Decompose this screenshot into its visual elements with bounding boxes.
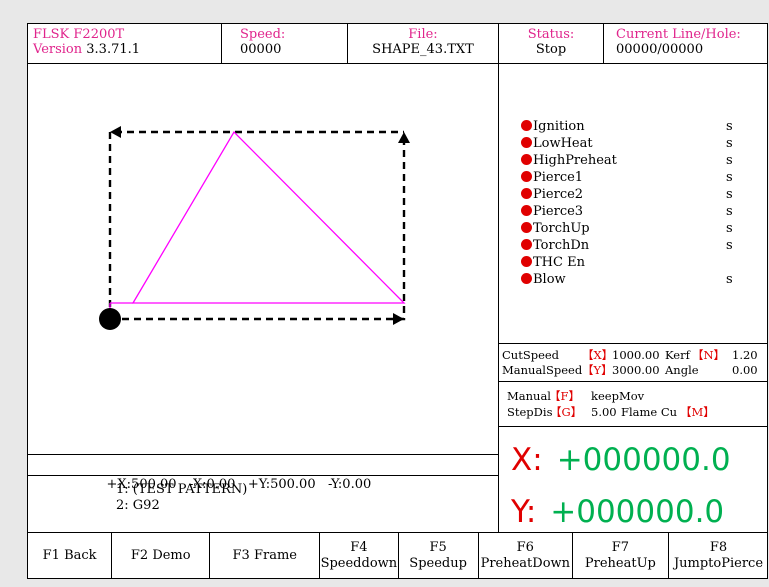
status-dot-icon [521,273,532,284]
program-line: 2: G92 [116,498,160,513]
io-item-pierce1: Pierce1 s [521,169,768,186]
cutspeed-value: 1000.00 [612,348,660,362]
status-dot-icon [521,120,532,131]
io-item-highpreheat: HighPreheat s [521,152,768,169]
io-item-thc-en: THC En [521,254,768,271]
stepdis-key: 【G】 [550,405,583,419]
manual-value: keepMov [591,389,645,403]
speed-label: Speed: [240,27,286,42]
io-item-torchup: TorchUp s [521,220,768,237]
program-line: 1: (TEST PATTERN) [116,482,248,497]
params-box: CutSpeed 【X】 1000.00 Kerf 【N】 1.20 Manua… [499,344,768,382]
toolpath-graphic [99,126,410,330]
flame-key: 【M】 [680,405,715,419]
manual-key: 【F】 [549,389,580,403]
status-dot-icon [521,188,532,199]
status-dot-icon [521,256,532,267]
flame-label: Flame Cu [621,405,678,419]
f1-back-button[interactable]: F1 Back [28,533,113,578]
model-cell: FLSK F2200T Version 3.3.71.1 [28,24,222,64]
io-panel: Ignition s LowHeat s HighPreheat s Pierce1 s… [499,64,768,344]
coordinate-display: X: +000000.0 Y: +000000.0 [499,427,768,532]
status-dot-icon [521,171,532,182]
arrow-up-marker [398,132,410,143]
status-cell: Status: Stop [499,24,604,64]
model-label: FLSK F2200T [33,27,125,42]
line-label: Current Line/Hole: [616,27,741,42]
torch-position-marker [99,308,121,330]
status-label: Status: [527,27,575,42]
status-dot-icon [521,137,532,148]
f4-speeddown-button[interactable]: F4 Speeddown [320,533,399,578]
f2-demo-button[interactable]: F2 Demo [112,533,211,578]
manualspeed-key: 【Y】 [582,363,613,377]
program-area: 1: (TEST PATTERN) 2: G92 [28,476,499,532]
kerf-label: Kerf [665,348,690,362]
file-cell: File: SHAPE_43.TXT [348,24,499,64]
io-item-ignition: Ignition s [521,118,768,135]
manualspeed-label: ManualSpeed [502,363,583,377]
stepdis-value: 5.00 [591,405,617,419]
f5-speedup-button[interactable]: F5 Speedup [399,533,479,578]
file-label: File: [408,27,438,42]
kerf-value: 1.20 [732,348,758,362]
stepdis-label: StepDis [507,405,553,419]
status-dot-icon [521,222,532,233]
f3-frame-button[interactable]: F3 Frame [210,533,321,578]
io-item-lowheat: LowHeat s [521,135,768,152]
manual-label: Manual [507,389,551,403]
manualspeed-row: ManualSpeed 【Y】 3000.00 Angle 0.00 [502,363,768,378]
cutspeed-row: CutSpeed 【X】 1000.00 Kerf 【N】 1.20 [502,348,768,363]
status-dot-icon [521,205,532,216]
limits-text: +X:500.00 -X:0.00 +Y:500.00 -Y:0.00 [106,477,372,492]
io-item-torchdn: TorchDn s [521,237,768,254]
angle-value: 0.00 [732,363,758,377]
arrow-right-marker [393,313,404,325]
limits-bar: +X:500.00 -X:0.00 +Y:500.00 -Y:0.00 [28,454,499,492]
arrow-left-marker [110,126,121,138]
file-value: SHAPE_43.TXT [372,42,474,57]
line-value: 00000/00000 [616,42,704,57]
frame-path-bottom-right [110,136,406,321]
angle-label: Angle [665,363,699,377]
manual-box: Manual 【F】 keepMov StepDis 【G】 5.00 Flam… [499,382,768,427]
frame-path-left-top [108,130,404,319]
io-item-pierce3: Pierce3 s [521,203,768,220]
x-coordinate: X: +000000.0 [511,442,731,478]
version-label: Version [33,42,83,57]
cnc-screen: FLSK F2200T Version 3.3.71.1 Speed: 0000… [27,23,768,579]
f6-preheatdown-button[interactable]: F6 PreheatDown [479,533,573,578]
triangle-cut-path [131,130,406,304]
status-value: Stop [535,42,567,57]
cutspeed-key: 【X】 [582,348,614,362]
kerf-key: 【N】 [692,348,726,362]
manualspeed-value: 3000.00 [612,363,660,377]
function-key-bar: F1 Back F2 Demo F3 Frame F4 Speeddown F5 S… [28,532,768,578]
speed-value: 00000 [240,42,282,57]
status-dot-icon [521,239,532,250]
line-cell: Current Line/Hole: 00000/00000 [604,24,768,64]
io-item-pierce2: Pierce2 s [521,186,768,203]
stepdis-row: StepDis 【G】 5.00 Flame Cu 【M】 [507,405,768,421]
y-coordinate: Y: +000000.0 [511,494,725,530]
version-value: 3.3.71.1 [86,42,141,57]
speed-cell: Speed: 00000 [222,24,348,64]
status-dot-icon [521,154,532,165]
manual-row: Manual 【F】 keepMov [507,389,768,405]
cutspeed-label: CutSpeed [502,348,560,362]
graphics-area [28,64,499,454]
f7-preheatup-button[interactable]: F7 PreheatUp [573,533,669,578]
io-item-blow: Blow s [521,271,768,288]
f8-jumptopierce-button[interactable]: F8 JumptoPierce [673,539,764,571]
